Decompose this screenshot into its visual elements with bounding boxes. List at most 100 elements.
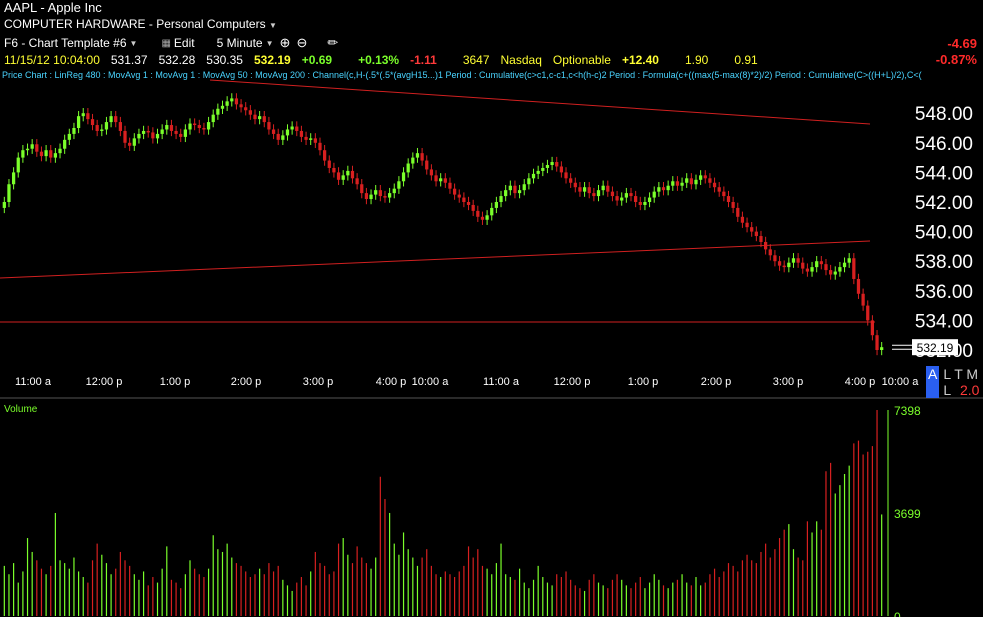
candle-body — [564, 172, 568, 179]
candle-body — [634, 196, 638, 202]
candle-body — [573, 182, 577, 188]
candle-body — [791, 258, 796, 263]
candle-body — [21, 150, 25, 158]
sector-line[interactable]: COMPUTER HARDWARE - Personal Computers ▼ — [4, 17, 277, 31]
candle-body — [239, 104, 243, 108]
chevron-down-icon: ▼ — [265, 38, 274, 48]
candle-body — [745, 222, 749, 228]
volume-label: Volume — [4, 404, 38, 415]
candle-body — [842, 262, 847, 268]
candle-body — [425, 160, 429, 170]
studies-line[interactable]: Price Chart : LinReg 480 : MovAvg 1 : Mo… — [2, 70, 922, 80]
candle-body — [471, 204, 475, 211]
candle-body — [550, 162, 554, 165]
chevron-down-icon: ▼ — [129, 38, 138, 48]
candle-body — [485, 215, 489, 220]
edit-button[interactable]: ▦ Edit — [161, 36, 195, 50]
candle-body — [146, 130, 150, 133]
candle-body — [151, 132, 155, 139]
template-selector[interactable]: F6 - Chart Template #6 ▼ — [4, 36, 138, 50]
candle-body — [480, 216, 485, 220]
candle-body — [457, 194, 461, 198]
candle-body — [476, 210, 480, 217]
last-price-box — [912, 339, 958, 356]
sector-dropdown-icon[interactable]: ▼ — [268, 21, 277, 30]
candle-body — [109, 116, 113, 123]
price-tick-label: 544.00 — [915, 163, 973, 184]
candle-body — [522, 184, 526, 191]
candle-body — [76, 116, 81, 128]
chart-controls[interactable]: A L T M L — [926, 366, 983, 398]
candle-body — [689, 178, 693, 185]
time-tick-label: 11:00 a — [15, 376, 52, 388]
net-change: -4.69 — [947, 36, 977, 51]
candle-body — [183, 129, 187, 137]
candle-body — [866, 305, 870, 321]
candle-body — [49, 150, 53, 158]
draw-line-icon[interactable]: ✏ — [327, 35, 339, 50]
candle-body — [587, 187, 591, 194]
candle-body — [253, 114, 257, 120]
candle-body — [833, 271, 837, 275]
candle-body — [44, 150, 48, 157]
candle-body — [114, 116, 118, 123]
candle-body — [197, 125, 201, 128]
candle-body — [703, 175, 707, 179]
interval-selector[interactable]: 5 Minute ▼ — [216, 36, 274, 50]
candle-body — [462, 197, 466, 202]
candle-body — [582, 187, 587, 192]
control-rest[interactable]: L T M L — [943, 366, 979, 398]
candle-body — [536, 170, 540, 174]
candle-body — [141, 130, 146, 134]
candle-body — [248, 110, 252, 115]
candle-body — [861, 293, 865, 306]
price-tick-label: 538.00 — [915, 252, 973, 273]
candle-body — [211, 114, 215, 123]
line-width-readout: 2.0 — [960, 382, 980, 398]
candle-body — [490, 207, 494, 216]
candle-body — [262, 116, 266, 123]
candle-body — [188, 123, 192, 130]
candle-body — [179, 133, 183, 137]
candle-body — [132, 138, 136, 146]
candle-body — [828, 270, 833, 275]
candle-body — [559, 166, 563, 173]
zoom-in-icon[interactable]: ⊕ — [279, 35, 291, 50]
candle-body — [494, 202, 499, 208]
candle-body — [86, 113, 90, 120]
last-price-label: 532.19 — [917, 341, 954, 355]
candle-body — [364, 193, 369, 200]
time-tick-label: 1:00 p — [160, 376, 191, 388]
candle-body — [629, 193, 633, 197]
candle-body — [72, 128, 76, 134]
candle-body — [638, 202, 642, 205]
candle-body — [387, 193, 392, 198]
candle-body — [643, 202, 647, 205]
candle-body — [685, 178, 689, 183]
candle-body — [541, 167, 545, 171]
candle-body — [100, 129, 104, 131]
candle-body — [383, 196, 387, 198]
candle-body — [7, 184, 11, 202]
candle-body — [378, 190, 382, 197]
candle-body — [35, 144, 39, 152]
candle-body — [95, 125, 99, 131]
candle-body — [773, 255, 777, 262]
candle-body — [777, 261, 782, 266]
candle-body — [401, 172, 406, 182]
control-a[interactable]: A — [926, 366, 940, 398]
candle-body — [880, 347, 884, 350]
candle-body — [545, 165, 550, 168]
trend-line-top — [209, 79, 871, 125]
candle-body — [527, 178, 531, 185]
candle-body — [699, 175, 703, 180]
candle-body — [852, 258, 856, 279]
candle-body — [346, 170, 350, 176]
price-tick-label: 540.00 — [915, 223, 973, 244]
candle-body — [517, 190, 522, 194]
zoom-out-icon[interactable]: ⊖ — [296, 35, 308, 50]
candle-body — [717, 187, 721, 192]
candle-body — [856, 278, 861, 294]
candle-body — [768, 249, 772, 256]
